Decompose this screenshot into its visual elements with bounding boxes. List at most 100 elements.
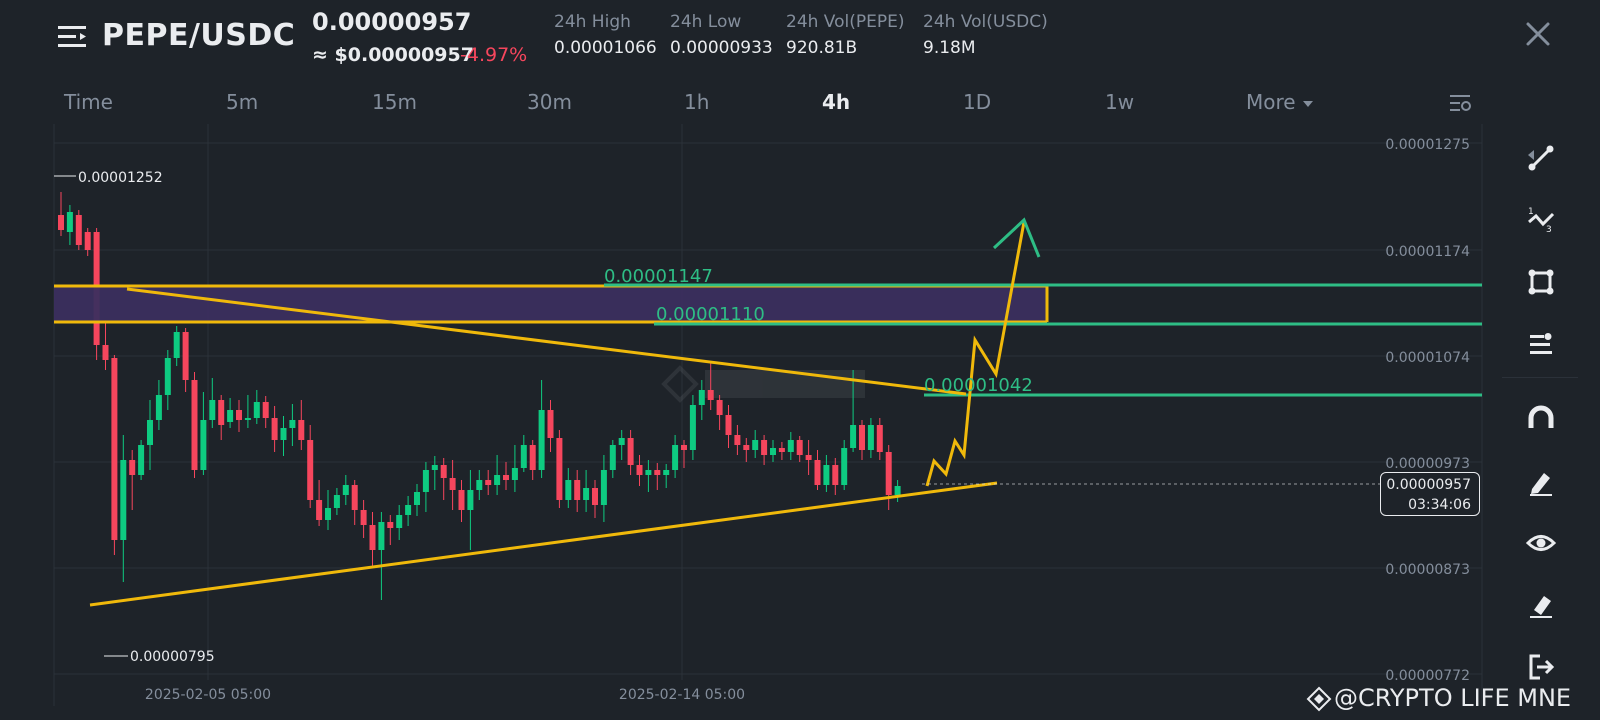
- candle-body: [485, 480, 492, 485]
- y-tick-label: 0.00000772: [1385, 668, 1470, 684]
- tab-5m[interactable]: 5m: [226, 90, 259, 114]
- candle: [743, 438, 750, 462]
- candle-body: [280, 428, 287, 440]
- candle: [814, 450, 821, 490]
- eraser-icon[interactable]: [1526, 590, 1556, 620]
- candle-body: [698, 390, 705, 405]
- candle: [850, 370, 857, 452]
- chart-settings-icon[interactable]: [1448, 92, 1472, 114]
- candle-body: [289, 420, 296, 428]
- candle-body: [796, 440, 803, 455]
- candle: [449, 460, 456, 510]
- level-label-1147: 0.00001147: [604, 266, 713, 287]
- trend-line-icon[interactable]: [1526, 143, 1556, 173]
- candle: [583, 470, 590, 512]
- tab-4h[interactable]: 4h: [822, 90, 851, 114]
- level-icon[interactable]: [1526, 329, 1556, 359]
- candle: [280, 416, 287, 456]
- candle-body: [600, 470, 607, 505]
- candle-body: [636, 465, 643, 475]
- candle-body: [547, 410, 554, 438]
- candle-body: [111, 358, 118, 540]
- price-chart[interactable]: 0.00001275 0.00001174 0.00001074 0.00000973…: [0, 120, 1600, 720]
- candle: [120, 435, 127, 582]
- candle: [75, 210, 82, 250]
- candle-body: [182, 332, 189, 380]
- fib-icon[interactable]: 1 3: [1526, 204, 1556, 234]
- candle: [663, 464, 670, 488]
- candle: [867, 418, 874, 458]
- candle: [325, 490, 331, 530]
- candle-body: [538, 410, 545, 470]
- candle-body: [236, 410, 242, 420]
- candle: [556, 430, 563, 508]
- pencil-icon[interactable]: [1526, 467, 1556, 497]
- tab-time[interactable]: Time: [64, 90, 113, 114]
- candle: [129, 450, 136, 510]
- candle: [805, 440, 812, 475]
- tab-15m[interactable]: 15m: [372, 90, 417, 114]
- candle-body: [592, 488, 598, 505]
- close-icon[interactable]: [1522, 18, 1554, 50]
- candle-body: [716, 400, 723, 415]
- candle-body: [244, 418, 251, 420]
- candle: [761, 435, 768, 465]
- candle: [876, 418, 883, 460]
- candle-body: [529, 445, 536, 470]
- menu-icon[interactable]: [58, 24, 88, 50]
- candle-body: [520, 445, 527, 468]
- trading-pair[interactable]: PEPE/USDC: [102, 18, 296, 53]
- candle-body: [440, 465, 447, 478]
- shape-icon[interactable]: [1526, 267, 1556, 297]
- candle-body: [805, 455, 812, 460]
- eye-icon[interactable]: [1526, 528, 1556, 558]
- toolbar-separator: [1502, 377, 1578, 378]
- candle-body: [841, 448, 848, 485]
- candle-body: [262, 402, 269, 418]
- candle: [262, 396, 269, 428]
- candle: [698, 380, 705, 420]
- candle: [520, 435, 527, 472]
- candle-body: [298, 420, 305, 440]
- candle: [209, 378, 216, 428]
- exit-icon[interactable]: [1526, 652, 1556, 682]
- candle: [342, 475, 349, 505]
- candle-body: [449, 478, 456, 490]
- magnet-icon[interactable]: [1526, 404, 1556, 434]
- candle-body: [565, 480, 572, 500]
- period-low-label: 0.00000795: [130, 649, 215, 665]
- candle-body: [155, 395, 162, 420]
- tab-30m[interactable]: 30m: [527, 90, 572, 114]
- y-axis-labels: 0.00001275 0.00001174 0.00001074 0.00000973…: [1385, 137, 1470, 684]
- stat-value: 920.81B: [786, 38, 858, 58]
- candle-body: [325, 508, 331, 520]
- candle-body: [645, 470, 652, 475]
- projected-path: [925, 221, 1026, 487]
- stat-label: 24h Vol(PEPE): [786, 12, 905, 32]
- candle: [538, 380, 545, 478]
- candle: [200, 392, 207, 475]
- candle-body: [494, 475, 501, 485]
- usd-price: ≈ $0.00000957: [312, 44, 474, 66]
- candle: [859, 420, 865, 460]
- candle-body: [414, 492, 420, 505]
- candle-body: [360, 510, 367, 525]
- candle: [716, 395, 723, 430]
- candle-body: [654, 470, 661, 475]
- candle: [787, 432, 794, 460]
- tab-1w[interactable]: 1w: [1105, 90, 1135, 114]
- last-price: 0.00000957: [312, 8, 472, 36]
- x-axis-labels: 2025-02-05 05:00 2025-02-14 05:00: [145, 687, 745, 703]
- candle: [529, 440, 536, 480]
- candle: [592, 480, 598, 518]
- tab-1h[interactable]: 1h: [684, 90, 710, 114]
- level-label-1110: 0.00001110: [656, 304, 765, 325]
- caret-down-icon: [1302, 100, 1313, 107]
- tab-more[interactable]: More: [1246, 90, 1314, 114]
- candle: [351, 480, 358, 525]
- candle: [796, 436, 803, 462]
- tab-1d[interactable]: 1D: [963, 90, 992, 114]
- level-label-1042: 0.00001042: [924, 375, 1033, 396]
- stat-label: 24h High: [554, 12, 631, 32]
- candle: [218, 395, 225, 440]
